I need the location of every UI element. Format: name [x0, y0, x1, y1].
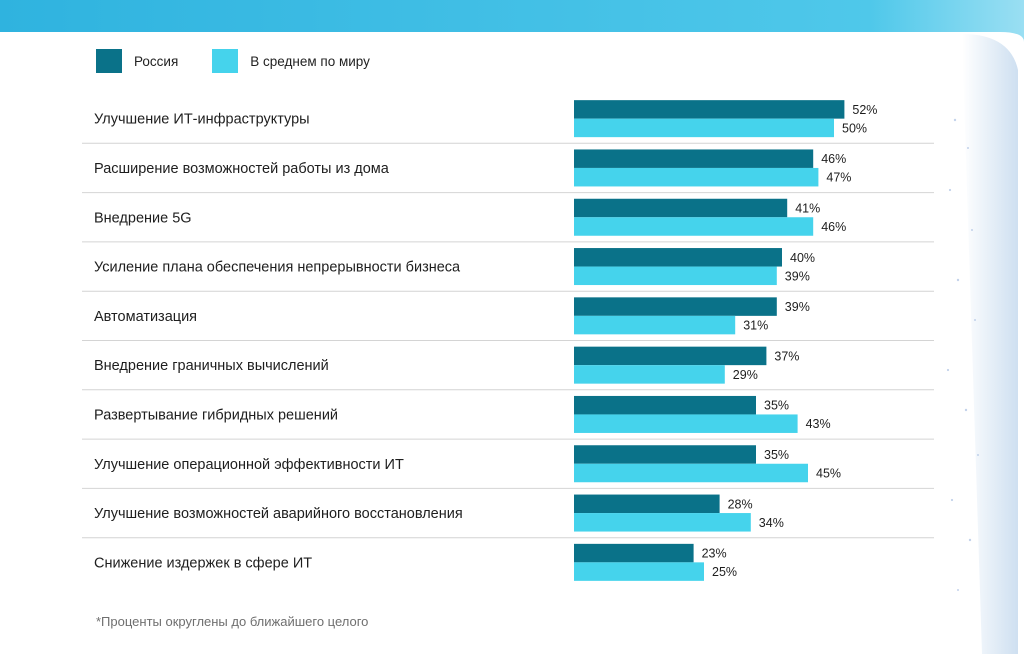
value-label-russia: 35%: [764, 448, 789, 462]
value-label-world: 29%: [733, 368, 758, 382]
bar-world: [574, 118, 834, 138]
bar-world: [574, 217, 814, 236]
value-label-russia: 23%: [702, 547, 727, 561]
bar-russia: [574, 395, 756, 415]
legend-swatch-world: [212, 49, 239, 73]
value-label-russia: 37%: [774, 349, 799, 363]
bar-world: [574, 414, 798, 433]
value-label-world: 43%: [806, 417, 831, 431]
bar-world: [574, 513, 751, 532]
category-label: Усиление плана обеспечения непрерывности…: [94, 260, 461, 276]
legend: Россия В среднем по миру: [96, 49, 404, 73]
category-label: Улучшение возможностей аварийного восста…: [94, 506, 463, 522]
footnote: *Проценты округлены до ближайшего целого: [96, 614, 369, 629]
value-label-world: 34%: [759, 516, 784, 530]
value-label-world: 50%: [842, 121, 867, 135]
legend-swatch-russia: [96, 49, 122, 73]
bar-world: [574, 365, 725, 384]
bar-world: [574, 315, 736, 335]
bar-russia: [574, 494, 720, 514]
bar-russia: [574, 248, 782, 267]
value-label-russia: 41%: [795, 202, 820, 216]
bar-world: [574, 463, 808, 483]
value-label-world: 47%: [826, 171, 851, 185]
legend-item-russia: Россия: [96, 49, 178, 73]
bar-russia: [574, 543, 694, 563]
category-label: Развертывание гибридных решений: [94, 407, 338, 423]
category-label: Улучшение операционной эффективности ИТ: [94, 457, 404, 473]
legend-label-russia: Россия: [134, 53, 179, 69]
category-label: Внедрение граничных вычислений: [94, 358, 329, 374]
value-label-russia: 52%: [852, 103, 877, 117]
value-label-russia: 46%: [821, 152, 846, 166]
category-label: Снижение издержек в сфере ИТ: [94, 555, 312, 571]
value-label-russia: 35%: [764, 399, 789, 413]
value-label-russia: 28%: [728, 497, 753, 511]
value-label-russia: 40%: [790, 251, 815, 265]
category-label: Автоматизация: [94, 309, 197, 325]
bar-world: [574, 167, 819, 187]
value-label-world: 31%: [743, 319, 768, 333]
category-label: Улучшение ИТ-инфраструктуры: [94, 112, 310, 128]
legend-item-world: В среднем по миру: [212, 49, 370, 73]
bar-russia: [574, 100, 845, 119]
category-label: Внедрение 5G: [94, 210, 192, 226]
value-label-russia: 39%: [785, 300, 810, 314]
value-label-world: 45%: [816, 467, 841, 481]
value-label-world: 39%: [785, 269, 810, 283]
legend-label-world: В среднем по миру: [250, 53, 370, 69]
bar-world: [574, 266, 777, 286]
value-label-world: 25%: [712, 565, 737, 579]
bar-russia: [574, 198, 788, 218]
bar-world: [574, 562, 704, 581]
value-label-world: 46%: [821, 220, 846, 234]
bar-russia: [574, 149, 814, 168]
bar-russia: [574, 346, 767, 366]
dot-pattern: [946, 118, 979, 591]
right-side-panel: [962, 34, 1018, 654]
category-label: Расширение возможностей работы из дома: [94, 161, 390, 177]
bar-russia: [574, 445, 756, 464]
top-band: [0, 0, 1024, 42]
bar-russia: [574, 297, 777, 316]
